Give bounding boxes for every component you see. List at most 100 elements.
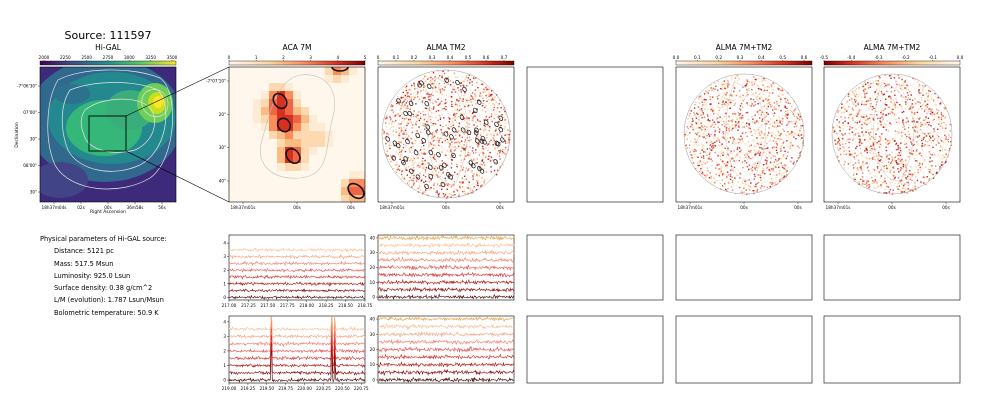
spectrum-xtick-label: 218.25 [319, 303, 334, 308]
spectrum-line [377, 338, 515, 345]
higal-xtick-label: 02s [77, 205, 85, 210]
spectrum-ytick-label: 20 [370, 347, 376, 352]
spectrum-line [377, 271, 515, 278]
tm2-cbar-tick-label: 0.1 [393, 55, 400, 60]
aca-cbar-tick-label: 1 [255, 55, 258, 60]
higal-ytick-label: 07'00" [23, 110, 37, 115]
spectrum-line [228, 260, 366, 267]
higal-xtick-label: 18h37m04s [42, 205, 67, 210]
comb2-colorbar-ticks: -0.5 -0.4 -0.3 -0.2 -0.1 0.0 [820, 55, 964, 61]
param-surface-density: Surface density: 0.38 g/cm^2 [54, 284, 153, 293]
spectrum-line [228, 253, 366, 260]
tm2-xtick-label: 18h37m01s [380, 205, 405, 210]
spectrum-line [377, 316, 515, 323]
spectrum-line [228, 247, 366, 253]
spectrum-xtick-label: 217.75 [280, 303, 295, 308]
comb2-xtick-label: 00s [888, 205, 896, 210]
params-heading: Physical parameters of Hi-GAL source: [40, 235, 167, 243]
empty-panel-top [526, 66, 664, 203]
comb2-cbar-tick-label: 0.0 [957, 55, 964, 60]
spectrum-line [228, 288, 366, 293]
spectrum-ytick-label: 1 [223, 363, 226, 368]
spectrum-line [377, 323, 515, 330]
tm2-cbar-tick-label: 0.3 [429, 55, 436, 60]
combined-panel-1: ALMA 7M+TM2 0.0 0.1 0.2 0.3 0.4 0.5 0.6 18h37m… [673, 43, 813, 210]
spectrum-ytick-label: 2 [223, 268, 226, 273]
spectrum-xtick-label: 217.25 [241, 303, 256, 308]
higal-cbar-tick-label: 3000 [124, 55, 135, 60]
spectrum-ytick-label: 1 [223, 281, 226, 286]
spectrum-frame [228, 315, 366, 384]
spectrum-line [377, 235, 515, 241]
higal-xtick-label: 00s [104, 205, 112, 210]
param-mass: Mass: 517.5 Msun [54, 259, 114, 268]
aca-xtick-label: 00s [347, 205, 355, 210]
spectrum-xtick-label: 220.00 [297, 386, 312, 391]
aca-cbar-tick-label: 0 [228, 55, 231, 60]
spectrum-line [377, 331, 515, 338]
physical-parameters: Physical parameters of Hi-GAL source: Di… [40, 233, 167, 319]
higal-cbar-tick-label: 2250 [60, 55, 71, 60]
tm2-xtick-label: 00s [442, 205, 450, 210]
spectrum-line [377, 345, 515, 353]
spectrum-ytick-label: 0 [223, 295, 226, 300]
higal-ytick-label: -7°06'30" [17, 84, 37, 89]
aca-ytick-label: 30" [219, 145, 226, 150]
higal-ytick-label: 30" [30, 137, 37, 142]
tm2-axes: 18h37m01s 00s 00s [380, 202, 504, 210]
higal-ytick-label: 08'00" [23, 163, 37, 168]
zoom-connector-top [125, 66, 230, 117]
spectrum-line [228, 316, 366, 332]
spectra-tm2-row2: 0 10 20 30 40 [370, 315, 515, 384]
aca-cbar-tick-label: 2 [282, 55, 285, 60]
spectrum-ytick-label: 4 [223, 241, 226, 246]
spectrum-xtick-label: 219.50 [259, 386, 274, 391]
comb1-image [676, 67, 812, 202]
aca-cbar-tick-label: 4 [336, 55, 339, 60]
higal-ytick-label: 30" [30, 190, 37, 195]
higal-cbar-tick-label: 2000 [39, 55, 50, 60]
spectra-tm2-row1: 0 10 20 30 40 [370, 234, 515, 301]
empty-spectrum-r2-c4 [675, 315, 813, 384]
comb1-cbar-tick-label: 0.6 [801, 55, 808, 60]
comb1-cbar-tick-label: 0.1 [694, 55, 701, 60]
page-title: Source: 111597 [65, 29, 152, 42]
spectrum-ytick-label: 10 [370, 280, 376, 285]
empty-spectrum-r2-c5 [823, 315, 961, 384]
higal-cbar-tick-label: 3250 [145, 55, 156, 60]
aca-xtick-label: 00s [293, 205, 301, 210]
spectrum-xtick-label: 220.50 [335, 386, 350, 391]
spectrum-xtick-label: 220.75 [354, 386, 369, 391]
comb2-xtick-label: 00s [942, 205, 950, 210]
higal-zoom-box [88, 115, 127, 152]
comb1-cbar-tick-label: 0.4 [758, 55, 765, 60]
tm2-title: ALMA TM2 [426, 43, 465, 52]
spectrum-ytick-label: 0 [372, 295, 375, 300]
spectrum-xtick-label: 218.00 [299, 303, 314, 308]
comb2-image [824, 67, 960, 202]
spectrum-line [228, 281, 366, 287]
spectrum-line [228, 316, 366, 361]
comb1-cbar-tick-label: 0.0 [673, 55, 680, 60]
tm2-cbar-tick-label: 0.5 [465, 55, 472, 60]
higal-title: Hi-GAL [95, 43, 122, 52]
aca-ytick-label: -7°07'10" [206, 79, 226, 84]
spectrum-line [377, 293, 515, 301]
empty-spectrum-r1-c3 [526, 234, 664, 301]
spectrum-ytick-label: 2 [223, 348, 226, 353]
aca-ytick-label: 40" [219, 179, 226, 184]
spectrum-ytick-label: 30 [370, 250, 376, 255]
comb2-cbar-tick-label: -0.2 [902, 55, 911, 60]
comb1-xtick-label: 00s [794, 205, 802, 210]
comb1-colorbar-ticks: 0.0 0.1 0.2 0.3 0.4 0.5 0.6 [673, 55, 808, 61]
spectrum-xtick-label: 219.00 [222, 386, 237, 391]
spectrum-frame [228, 234, 366, 301]
aca-cbar-tick-label: 3 [309, 55, 312, 60]
higal-cbar-tick-label: 2750 [103, 55, 114, 60]
comb2-cbar-tick-label: -0.1 [929, 55, 938, 60]
comb1-cbar-tick-label: 0.5 [779, 55, 786, 60]
spectrum-ytick-label: 10 [370, 362, 376, 367]
spectrum-line [229, 267, 366, 273]
tm2-panel: ALMA TM2 0 0.1 0.2 0.3 0.4 0.5 0.6 0.7 18h37m01… [377, 43, 515, 210]
